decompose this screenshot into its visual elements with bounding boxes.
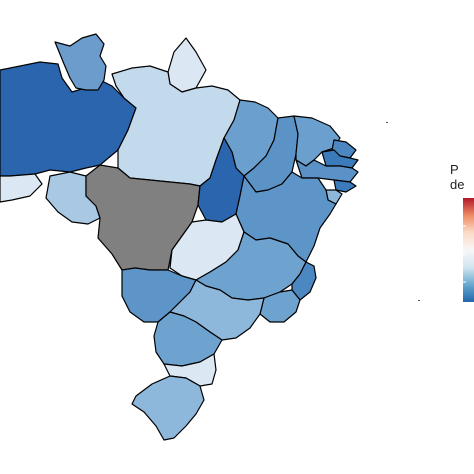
state-RS (131, 375, 205, 441)
legend-title-line1: P (450, 162, 459, 177)
state-AC (0, 173, 43, 203)
state-AL (333, 179, 357, 193)
state-RR (54, 33, 107, 91)
legend-title-line2: de (450, 177, 465, 192)
state-CE (293, 115, 341, 167)
map-speck (418, 300, 420, 301)
map-speck (386, 122, 388, 123)
legend-colorbar (463, 198, 474, 302)
state-AP (167, 37, 207, 93)
state-RJ (259, 289, 301, 323)
legend-title: P de (450, 162, 464, 192)
state-SP (169, 279, 265, 341)
